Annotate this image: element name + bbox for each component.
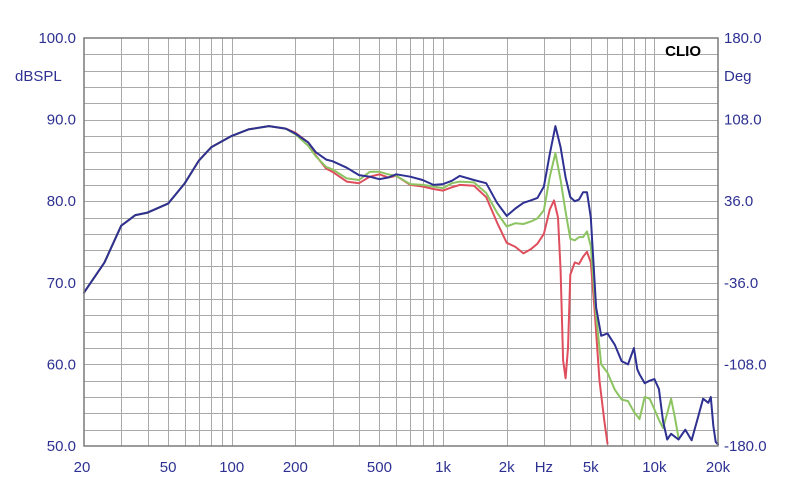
y-left-unit-label: dBSPL: [15, 68, 62, 85]
x-tick-label: 5k: [583, 459, 599, 476]
y-right-tick-label: 36.0: [724, 193, 753, 210]
x-tick-label: 50: [160, 459, 177, 476]
x-tick-label: 20: [74, 459, 91, 476]
x-tick-label: 10k: [642, 459, 667, 476]
x-tick-label: 500: [367, 459, 392, 476]
x-unit-label: Hz: [535, 459, 553, 476]
plot-frame: [83, 37, 719, 447]
clio-brand-label: CLIO: [665, 43, 701, 60]
x-tick-label: 1k: [435, 459, 451, 476]
y-left-tick-label: 90.0: [47, 112, 76, 129]
y-right-tick-label: 108.0: [724, 112, 762, 129]
y-right-tick-label: -108.0: [724, 356, 767, 373]
y-right-tick-label: 180.0: [724, 30, 762, 47]
series-group: [83, 125, 719, 446]
y-left-tick-label: 80.0: [47, 193, 76, 210]
series-line-3: [83, 125, 719, 446]
y-left-tick-label: 60.0: [47, 356, 76, 373]
y-left-tick-label: 70.0: [47, 275, 76, 292]
x-tick-label: 2k: [499, 459, 515, 476]
labels-group: dBSPL Deg CLIO 50.0 60.0 70.0 80.0 90.0 100.0…: [15, 30, 767, 476]
grid: [84, 38, 718, 446]
x-tick-label: 20k: [706, 459, 731, 476]
x-tick-label: 200: [283, 459, 308, 476]
y-right-tick-label: -180.0: [724, 438, 767, 455]
y-right-tick-label: -36.0: [724, 275, 758, 292]
y-left-tick-label: 50.0: [47, 438, 76, 455]
x-tick-label: 100: [219, 459, 244, 476]
y-left-tick-label: 100.0: [38, 30, 76, 47]
y-right-unit-label: Deg: [724, 68, 752, 85]
